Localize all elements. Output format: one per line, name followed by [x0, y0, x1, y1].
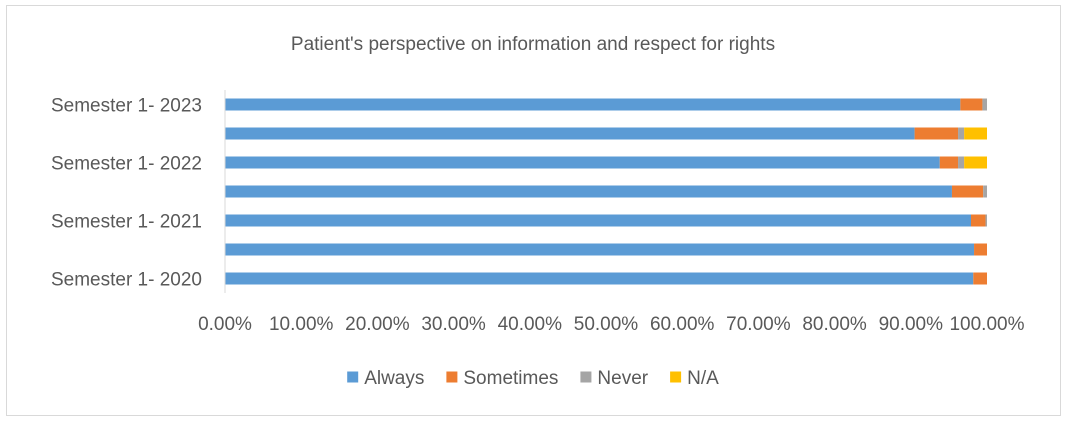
legend-swatch-never	[580, 371, 592, 383]
bar-always-4	[225, 214, 971, 227]
chart-title: Patient's perspective on information and…	[291, 34, 775, 55]
bar-always-2	[225, 156, 940, 169]
bar-sometimes-1	[914, 127, 959, 140]
chart-area	[6, 5, 1061, 416]
bar-always-1	[225, 127, 915, 140]
x-tick-label: 60.00%	[650, 314, 715, 335]
bar-n-a-1	[964, 127, 987, 140]
legend-label: Sometimes	[463, 368, 558, 389]
x-tick-labels: 0.00% 10.00% 20.00% 30.00% 40.00% 50.00% 60.00…	[198, 314, 1025, 335]
category-labels: Semester 1- 2023 Semester 1- 2022 Semester…	[51, 96, 202, 291]
bar-sometimes-4	[971, 214, 986, 227]
x-tick-label: 40.00%	[498, 314, 563, 335]
x-tick-label: 50.00%	[574, 314, 639, 335]
bar-always-5	[225, 243, 975, 256]
bar-always-6	[225, 272, 974, 285]
x-tick-label: 20.00%	[345, 314, 410, 335]
bar-sometimes-5	[974, 243, 987, 256]
legend-label: Never	[597, 368, 648, 389]
bar-sometimes-0	[960, 98, 983, 111]
bar-sometimes-6	[973, 272, 987, 285]
legend: Always Sometimes Never N/A	[347, 368, 719, 389]
bar-group	[225, 98, 987, 285]
category-label: Semester 1- 2021	[51, 212, 202, 233]
category-label: Semester 1- 2023	[51, 96, 202, 117]
legend-swatch-sometimes	[446, 371, 458, 383]
bar-never-0	[982, 98, 987, 111]
x-tick-label: 100.00%	[949, 314, 1024, 335]
category-label: Semester 1- 2022	[51, 154, 202, 175]
legend-label: N/A	[687, 368, 719, 389]
bar-always-3	[225, 185, 952, 198]
bar-n-a-2	[964, 156, 987, 169]
x-tick-label: 70.00%	[726, 314, 791, 335]
legend-label: Always	[364, 368, 424, 389]
x-tick-label: 80.00%	[802, 314, 867, 335]
bar-never-4	[985, 214, 987, 227]
x-tick-label: 30.00%	[421, 314, 486, 335]
x-tick-label: 0.00%	[198, 314, 252, 335]
x-tick-label: 10.00%	[269, 314, 334, 335]
bar-always-0	[225, 98, 961, 111]
bar-sometimes-2	[939, 156, 959, 169]
category-label: Semester 1- 2020	[51, 270, 202, 291]
legend-swatch-n-a	[670, 371, 682, 383]
bar-sometimes-3	[951, 185, 984, 198]
legend-swatch-always	[347, 371, 359, 383]
bar-never-3	[983, 185, 987, 198]
bar-never-2	[958, 156, 965, 169]
x-tick-label: 90.00%	[879, 314, 944, 335]
bar-never-1	[958, 127, 965, 140]
